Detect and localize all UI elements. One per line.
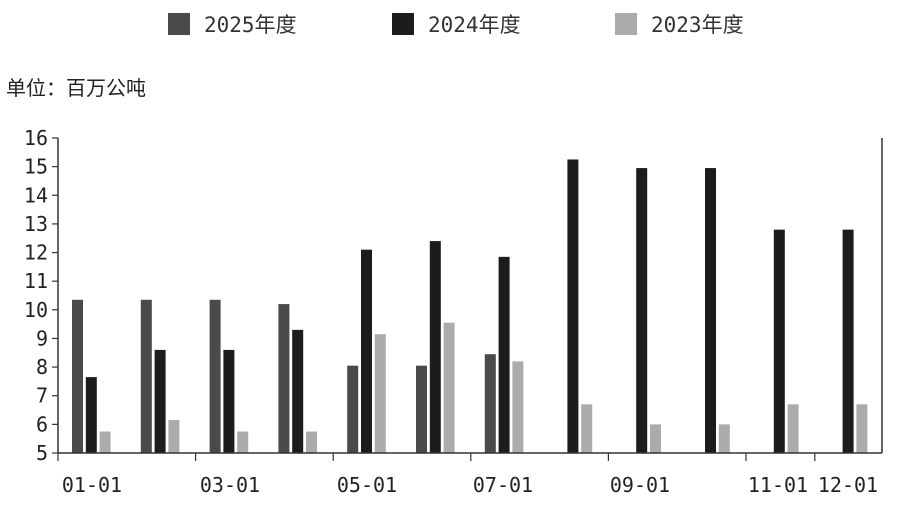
x-tick-label-4: 09-01 bbox=[610, 473, 670, 497]
legend-label-2023: 2023年度 bbox=[651, 13, 744, 37]
y-tick-label-16: 16 bbox=[24, 126, 48, 150]
bar-s0-c6 bbox=[484, 354, 496, 453]
legend-item-2023: 2023年度 bbox=[615, 8, 744, 40]
x-tick-label-0: 01-01 bbox=[62, 473, 122, 497]
bar-s2-c0 bbox=[99, 431, 111, 453]
x-tick-label-1: 03-01 bbox=[200, 473, 260, 497]
x-tick-label-2: 05-01 bbox=[337, 473, 397, 497]
legend-swatch-2024 bbox=[392, 13, 414, 35]
bar-s1-c6 bbox=[498, 256, 510, 453]
bar-s1-c5 bbox=[429, 241, 441, 453]
bar-s2-c8 bbox=[650, 424, 661, 453]
y-tick-label-13: 13 bbox=[24, 212, 48, 236]
bar-s2-c2 bbox=[237, 431, 249, 453]
bar-s0-c1 bbox=[140, 299, 152, 453]
legend-item-2024: 2024年度 bbox=[392, 8, 521, 40]
bar-s1-c1 bbox=[154, 349, 166, 453]
y-tick-label-8: 8 bbox=[36, 355, 48, 379]
bar-s2-c11 bbox=[856, 404, 868, 453]
y-tick-label-14: 14 bbox=[24, 183, 48, 207]
bar-s0-c3 bbox=[278, 304, 290, 453]
bar-s1-c0 bbox=[85, 377, 97, 453]
legend: 2025年度 2024年度 2023年度 bbox=[0, 8, 897, 40]
bar-s2-c9 bbox=[718, 424, 730, 453]
bar-s2-c3 bbox=[306, 431, 317, 453]
legend-label-2024: 2024年度 bbox=[428, 13, 521, 37]
x-tick-label-6: 12-01 bbox=[818, 473, 878, 497]
legend-swatch-2025 bbox=[168, 13, 190, 35]
y-tick-label-15: 15 bbox=[24, 155, 48, 179]
bar-s2-c7 bbox=[581, 404, 593, 453]
y-tick-label-10: 10 bbox=[24, 298, 48, 322]
bar-s1-c9 bbox=[705, 168, 716, 453]
y-tick-label-11: 11 bbox=[24, 269, 48, 293]
bar-s1-c2 bbox=[223, 349, 235, 453]
bar-s2-c6 bbox=[512, 361, 524, 453]
bar-s0-c4 bbox=[347, 365, 359, 453]
y-tick-label-6: 6 bbox=[36, 412, 48, 436]
bar-s0-c0 bbox=[72, 299, 83, 453]
bar-s2-c5 bbox=[443, 322, 455, 453]
bar-s1-c10 bbox=[773, 229, 785, 453]
y-tick-label-7: 7 bbox=[36, 384, 48, 408]
y-tick-label-9: 9 bbox=[36, 326, 48, 350]
legend-item-2025: 2025年度 bbox=[168, 8, 297, 40]
legend-swatch-2023 bbox=[615, 13, 637, 35]
y-tick-label-12: 12 bbox=[24, 241, 48, 265]
bar-s1-c8 bbox=[636, 168, 648, 453]
x-tick-label-5: 11-01 bbox=[748, 473, 808, 497]
unit-label: 单位：百万公吨 bbox=[6, 76, 146, 100]
bar-s1-c11 bbox=[842, 229, 854, 453]
bar-s2-c10 bbox=[787, 404, 799, 453]
bar-s2-c1 bbox=[168, 420, 180, 453]
y-tick-label-5: 5 bbox=[36, 441, 48, 465]
bar-s1-c3 bbox=[292, 329, 304, 453]
bar-s2-c4 bbox=[374, 334, 386, 453]
bar-s1-c7 bbox=[567, 159, 579, 453]
x-tick-label-3: 07-01 bbox=[473, 473, 533, 497]
legend-label-2025: 2025年度 bbox=[204, 13, 297, 37]
bar-s0-c5 bbox=[416, 365, 427, 453]
bar-s1-c4 bbox=[361, 249, 372, 453]
bar-s0-c2 bbox=[209, 299, 221, 453]
